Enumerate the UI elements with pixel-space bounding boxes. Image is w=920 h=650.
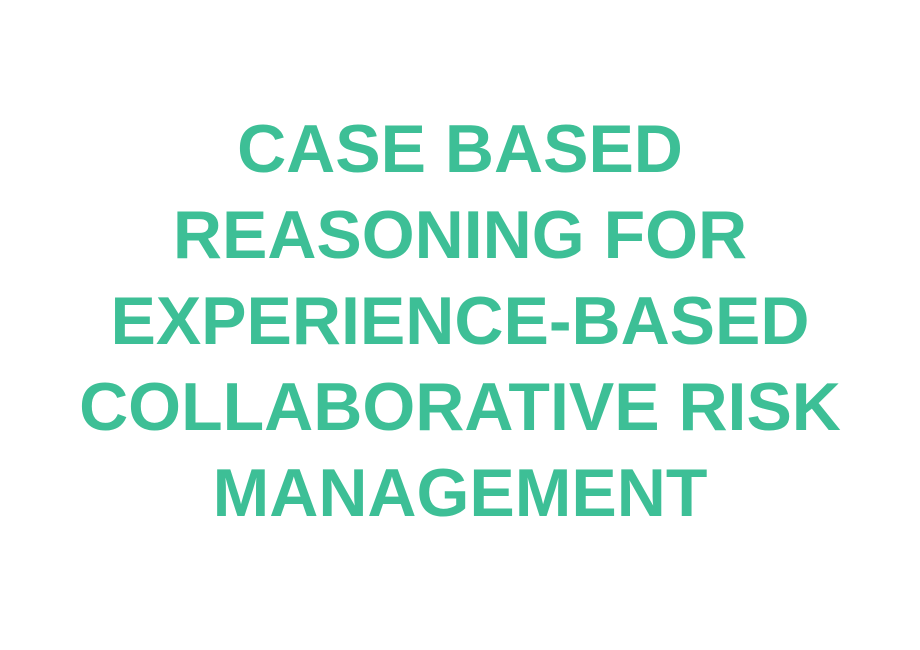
title-line-4: COLLABORATIVE RISK [79, 369, 841, 445]
title-line-2: REASONING FOR [172, 197, 748, 273]
title-line-5: MANAGEMENT [212, 455, 708, 531]
slide-title: CASE BASED REASONING FOR EXPERIENCE-BASE… [79, 106, 841, 544]
title-line-3: EXPERIENCE-BASED [110, 283, 810, 359]
title-line-1: CASE BASED [237, 111, 683, 187]
